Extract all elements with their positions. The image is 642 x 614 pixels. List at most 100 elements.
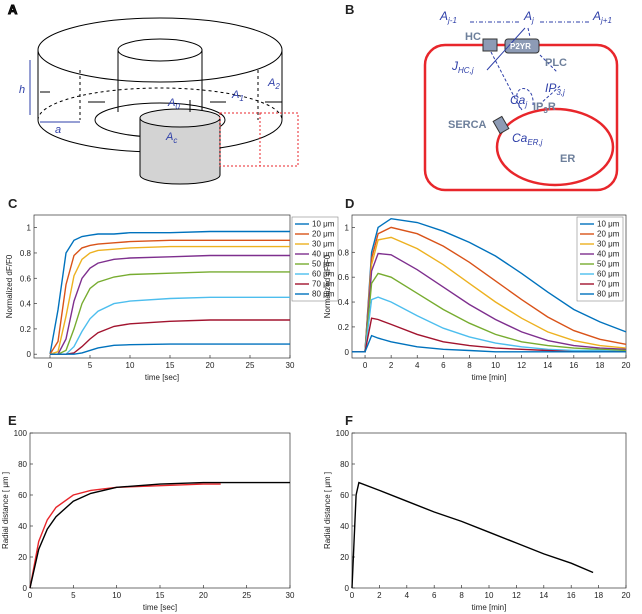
y-tick-label: 0.4 xyxy=(338,298,350,307)
x-tick-label: 18 xyxy=(594,591,603,600)
y-tick-label: 0.6 xyxy=(20,274,32,283)
outer-top xyxy=(37,17,283,83)
legend-label: 20 μm xyxy=(597,230,620,239)
x-tick-label: 20 xyxy=(206,361,215,370)
y-tick-label: 80 xyxy=(340,460,349,469)
series-line xyxy=(352,296,627,353)
series-line xyxy=(50,271,290,355)
y-tick-label: 100 xyxy=(336,429,350,438)
x-tick-label: 10 xyxy=(491,361,500,370)
x-axis-label: time [sec] xyxy=(143,603,177,612)
x-tick-label: 8 xyxy=(467,361,472,370)
y-tick-label: 1 xyxy=(345,223,350,232)
y-axis-label: Radial distance [ μm ] xyxy=(323,472,332,549)
x-tick-label: 8 xyxy=(459,591,464,600)
y-tick-label: 0 xyxy=(345,584,350,593)
x-tick-label: 2 xyxy=(389,361,394,370)
y-tick-label: 40 xyxy=(18,522,27,531)
plot-frame xyxy=(351,214,627,359)
y-tick-label: 0.2 xyxy=(338,323,350,332)
series-line xyxy=(352,252,627,353)
base: IP xyxy=(533,101,543,113)
y-tick-label: 60 xyxy=(340,491,349,500)
base: IP xyxy=(545,81,556,95)
y-tick-label: 100 xyxy=(14,429,28,438)
x-tick-label: 10 xyxy=(126,361,135,370)
a-next: Aj+1 xyxy=(592,9,612,25)
series-line xyxy=(352,217,627,353)
sub: HC,j xyxy=(458,66,474,75)
base: J xyxy=(451,59,459,73)
arrow xyxy=(527,27,531,38)
x-tick-label: 25 xyxy=(242,591,251,600)
caer-label: CaER,j xyxy=(512,131,543,147)
series-line xyxy=(29,483,221,589)
y-axis-label: Radial distance [ μm ] xyxy=(1,472,10,549)
series-line xyxy=(352,226,627,353)
base: Ca xyxy=(512,131,528,145)
panel-letter: E xyxy=(8,413,17,428)
y-tick-label: 80 xyxy=(18,460,27,469)
x-tick-label: 18 xyxy=(595,361,604,370)
y-axis-label: Normalized dF/F0 xyxy=(323,254,332,318)
x-tick-label: 30 xyxy=(286,591,295,600)
base: A xyxy=(165,131,173,143)
sub: j-1 xyxy=(447,16,457,25)
series-line xyxy=(49,245,290,355)
sub: j xyxy=(524,100,527,109)
h-label: h xyxy=(19,84,25,96)
a-prev: Aj-1 xyxy=(439,9,457,25)
ca-label: Caj xyxy=(510,93,527,109)
y-tick-label: 0.2 xyxy=(20,325,32,334)
y-tick-label: 0 xyxy=(23,584,28,593)
x-tick-label: 0 xyxy=(350,591,355,600)
arrow xyxy=(490,51,521,109)
area-label: A1 xyxy=(231,89,244,103)
serca-label: SERCA xyxy=(448,119,487,131)
cylinder-top xyxy=(139,108,221,128)
series-line xyxy=(49,239,290,355)
er-label: ER xyxy=(560,153,575,165)
legend-label: 60 μm xyxy=(597,270,620,279)
p2yr-box xyxy=(504,38,540,54)
sub: 1 xyxy=(239,94,243,103)
plot-frame xyxy=(29,432,291,589)
y-tick-label: 0 xyxy=(27,350,32,359)
y-tick-label: 40 xyxy=(340,522,349,531)
series-line xyxy=(50,254,290,355)
y-tick-label: 0.4 xyxy=(20,300,32,309)
base: A xyxy=(267,77,275,89)
plc-label: PLC xyxy=(545,57,567,69)
sub: 2 xyxy=(274,82,280,91)
ip3-label: IP3,j xyxy=(545,81,565,97)
legend-label: 10 μm xyxy=(312,220,335,229)
area-label: Ac xyxy=(165,131,177,145)
legend-label: 70 μm xyxy=(312,280,335,289)
sub: 0 xyxy=(175,102,180,111)
panel-letter: B xyxy=(345,2,354,17)
sub: j+1 xyxy=(600,16,612,25)
series-line xyxy=(351,481,594,589)
x-tick-label: 15 xyxy=(156,591,165,600)
series-line xyxy=(352,236,627,353)
jhc-label: JHC,j xyxy=(451,59,474,75)
x-tick-label: 16 xyxy=(567,591,576,600)
a-label: a xyxy=(55,124,61,136)
x-tick-label: 0 xyxy=(363,361,368,370)
x-tick-label: 5 xyxy=(88,361,93,370)
legend-label: 40 μm xyxy=(312,250,335,259)
y-tick-label: 0.8 xyxy=(338,248,350,257)
plot-frame xyxy=(33,214,291,359)
arrow xyxy=(486,27,526,71)
plot-frame xyxy=(351,432,627,589)
base: A xyxy=(523,9,532,23)
x-tick-label: 12 xyxy=(517,361,526,370)
y-tick-label: 0.8 xyxy=(20,249,32,258)
legend-label: 10 μm xyxy=(597,220,620,229)
legend-box xyxy=(576,216,624,302)
base: A xyxy=(439,9,448,23)
ip3r-label: IP3R xyxy=(533,101,556,115)
y-tick-label: 20 xyxy=(340,553,349,562)
red-box xyxy=(219,112,261,167)
legend-label: 80 μm xyxy=(312,290,335,299)
